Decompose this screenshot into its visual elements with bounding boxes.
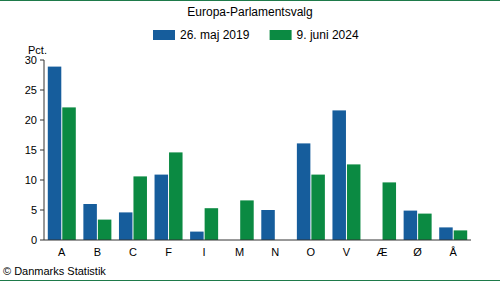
- y-tick-label: 10: [25, 174, 37, 186]
- x-tick-label: N: [271, 246, 279, 258]
- x-axis-line: [44, 240, 471, 241]
- x-tick-label: C: [129, 246, 137, 258]
- bar: [62, 107, 76, 240]
- legend: 26. maj 2019 9. juni 2024: [153, 28, 359, 42]
- y-tick-label: 15: [25, 144, 37, 156]
- x-tick-label: Ø: [413, 246, 422, 258]
- bar: [119, 212, 133, 240]
- y-tick: [40, 150, 44, 151]
- source: © Danmarks Statistik: [3, 265, 106, 277]
- bar: [297, 143, 311, 240]
- legend-label: 9. juni 2024: [297, 28, 359, 42]
- chart: Europa-Parlamentsvalg 26. maj 2019 9. juni…: [0, 0, 500, 282]
- bar: [190, 232, 204, 240]
- x-tick-label: F: [165, 246, 172, 258]
- x-tick-label: M: [235, 246, 244, 258]
- bar: [240, 200, 254, 240]
- x-tick-label: Å: [450, 246, 458, 258]
- bar: [133, 176, 147, 240]
- y-tick-label: 25: [25, 84, 37, 96]
- x-tick-label: A: [58, 246, 66, 258]
- x-tick-label: Æ: [377, 246, 388, 258]
- bar: [169, 152, 183, 240]
- bar: [83, 204, 97, 240]
- bar: [332, 110, 346, 240]
- legend-swatch: [153, 30, 175, 40]
- legend-swatch: [270, 30, 292, 40]
- x-tick-label: B: [94, 246, 101, 258]
- y-tick: [40, 240, 44, 241]
- y-tick: [40, 210, 44, 211]
- y-tick-label: 20: [25, 114, 37, 126]
- bar: [205, 208, 219, 240]
- bar: [48, 67, 62, 240]
- x-tick-label: O: [307, 246, 316, 258]
- bar: [454, 230, 468, 240]
- y-tick: [40, 180, 44, 181]
- bars: [48, 67, 467, 240]
- bar: [383, 182, 397, 240]
- title: Europa-Parlamentsvalg: [187, 5, 312, 19]
- x-axis: ABCFIMNOVÆØÅ: [44, 240, 471, 258]
- bar: [347, 164, 361, 240]
- x-tick-label: V: [343, 246, 351, 258]
- frame-top: [0, 0, 500, 1]
- y-tick: [40, 120, 44, 121]
- bar: [98, 220, 112, 240]
- y-tick: [40, 90, 44, 91]
- y-tick-label: 0: [31, 234, 37, 246]
- frame-bottom: [0, 280, 500, 281]
- y-tick-label: 5: [31, 204, 37, 216]
- legend-label: 26. maj 2019: [180, 28, 250, 42]
- bar: [418, 214, 432, 240]
- y-axis: 0 5 10 15 20 25 30: [25, 54, 44, 246]
- bar: [439, 227, 453, 240]
- y-axis-line: [44, 60, 45, 240]
- bar: [311, 175, 325, 240]
- bar: [155, 175, 169, 240]
- bar: [404, 211, 418, 240]
- x-tick-label: I: [203, 246, 206, 258]
- y-tick-label: 30: [25, 54, 37, 66]
- bar: [261, 210, 275, 240]
- y-tick: [40, 60, 44, 61]
